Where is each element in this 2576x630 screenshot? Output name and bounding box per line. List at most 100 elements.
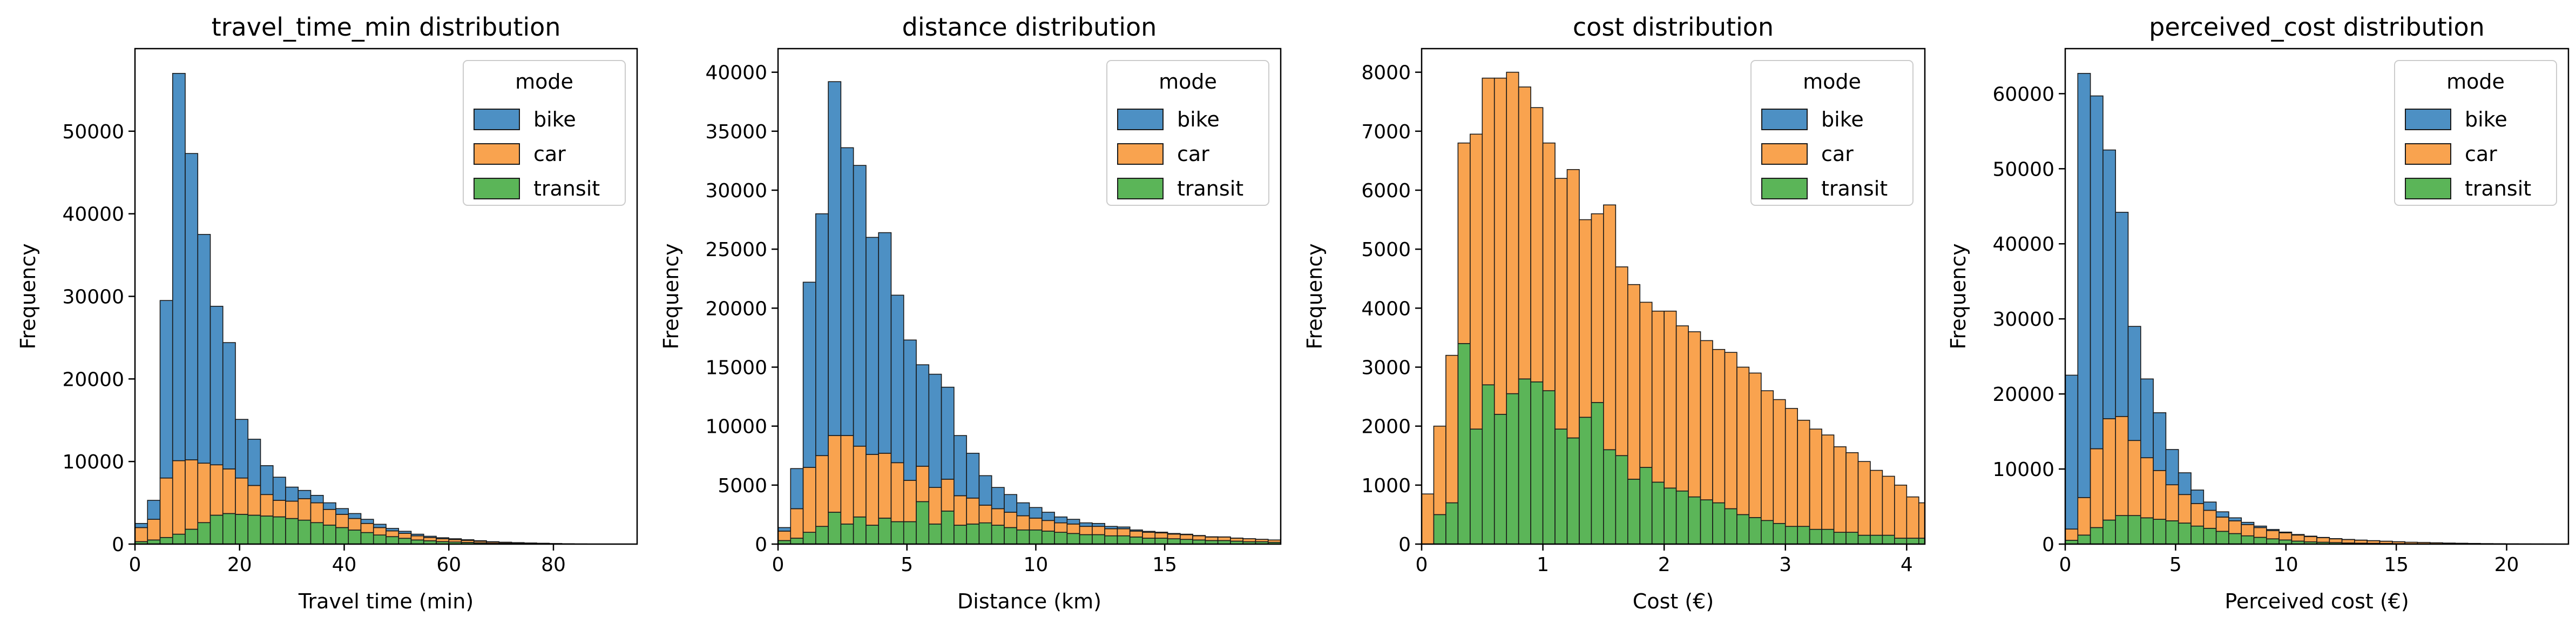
bar-car-0 (1422, 493, 1435, 544)
legend-swatch-bike (1761, 109, 1808, 130)
bar-car-1 (1433, 425, 1446, 515)
legend-box (1106, 60, 1269, 206)
bar-bike-32 (1180, 533, 1193, 535)
bar-bike-4 (185, 153, 199, 460)
bar-transit-7 (866, 525, 880, 544)
bar-transit-26 (1736, 514, 1750, 544)
y-tick-label: 10000 (705, 416, 767, 438)
y-tick-label: 5000 (718, 475, 767, 497)
bar-car-12 (1566, 169, 1580, 439)
bar-car-14 (310, 502, 324, 524)
bar-bike-3 (2102, 149, 2116, 419)
bar-transit-11 (1554, 428, 1568, 544)
bar-car-5 (1482, 77, 1495, 386)
legend-label-car: car (1177, 142, 1209, 166)
bar-bike-21 (1041, 512, 1055, 521)
bar-bike-19 (373, 524, 387, 528)
bar-bike-6 (2140, 378, 2154, 459)
bar-transit-14 (954, 525, 967, 544)
bar-transit-24 (1079, 534, 1093, 544)
bar-transit-36 (1857, 534, 1871, 544)
bar-bike-0 (2065, 374, 2079, 530)
bar-transit-5 (1482, 384, 1495, 544)
bar-transit-15 (1603, 449, 1617, 544)
bar-car-1 (147, 519, 161, 541)
bar-car-14 (954, 495, 967, 526)
bar-transit-23 (1066, 533, 1080, 544)
legend-box (463, 60, 626, 206)
bars (2065, 73, 2568, 544)
bar-car-16 (978, 505, 992, 524)
bar-transit-13 (941, 511, 955, 544)
bar-transit-26 (1104, 535, 1118, 544)
bar-bike-14 (2241, 521, 2255, 525)
y-tick-label: 15000 (705, 357, 767, 379)
chart-panel-3: 0 1 2 3 4 0 1000 2000 3000 4000 5000 6000 7000 8000 co… (1303, 12, 1926, 613)
bar-transit-10 (1542, 390, 1556, 544)
y-tick-label: 60000 (1992, 83, 2054, 105)
y-tick-label: 5000 (1361, 239, 1411, 261)
bar-car-18 (2291, 534, 2305, 542)
bar-car-13 (298, 498, 312, 521)
bar-transit-5 (197, 522, 211, 544)
bar-transit-30 (1154, 538, 1168, 544)
bar-transit-18 (1639, 467, 1653, 544)
bar-bike-25 (1092, 522, 1105, 527)
bar-bike-7 (866, 237, 880, 455)
bar-transit-12 (285, 518, 299, 544)
bar-transit-12 (1566, 437, 1580, 544)
legend: mode bike car transit (2394, 60, 2557, 206)
bar-car-3 (815, 455, 829, 527)
y-tick-label: 8000 (1361, 62, 1411, 84)
bar-bike-14 (954, 435, 967, 497)
bar-transit-34 (1833, 532, 1847, 544)
x-tick-label: 5 (2169, 554, 2182, 576)
legend-label-car: car (533, 142, 566, 166)
legend-label-transit: transit (533, 177, 600, 200)
bar-car-30 (1154, 532, 1168, 539)
bar-car-6 (853, 445, 867, 518)
bar-car-3 (2102, 418, 2116, 521)
bar-bike-13 (2228, 517, 2242, 521)
bar-car-7 (222, 468, 236, 514)
bar-transit-15 (966, 524, 980, 544)
bar-car-33 (1192, 535, 1206, 541)
bar-car-11 (916, 466, 930, 502)
bar-bike-19 (2303, 535, 2317, 537)
bar-car-24 (436, 538, 450, 542)
bar-transit-8 (878, 518, 892, 544)
bar-car-2 (2090, 448, 2104, 528)
bar-car-21 (1675, 325, 1689, 492)
y-tick-label: 20000 (705, 298, 767, 320)
bar-car-6 (1493, 77, 1507, 415)
bar-car-11 (2203, 510, 2217, 529)
bar-car-22 (2341, 539, 2355, 544)
legend-swatch-bike (474, 109, 520, 130)
bar-bike-9 (247, 439, 261, 486)
legend-label-bike: bike (1821, 108, 1864, 131)
bar-transit-2 (159, 537, 173, 544)
bar-car-15 (2253, 527, 2267, 538)
bar-car-34 (1205, 537, 1219, 541)
bar-car-4 (1470, 133, 1483, 430)
bar-car-7 (1506, 71, 1519, 394)
y-tick-label: 30000 (1992, 309, 2054, 331)
bar-car-19 (2303, 536, 2317, 542)
bar-car-4 (185, 459, 199, 530)
bar-car-7 (2153, 470, 2167, 520)
bar-transit-15 (2253, 537, 2267, 544)
bar-car-16 (1615, 266, 1628, 457)
bar-transit-15 (322, 525, 336, 544)
bar-car-24 (1712, 348, 1726, 504)
bar-car-32 (1809, 428, 1822, 530)
bar-car-28 (1761, 390, 1774, 521)
bar-transit-21 (1675, 490, 1689, 544)
x-tick-label: 40 (332, 554, 357, 576)
bar-car-35 (1845, 452, 1859, 533)
bar-car-3 (1457, 142, 1471, 344)
bar-transit-10 (2190, 525, 2205, 544)
chart-panel-4: 0 5 10 15 20 0 10000 20000 30000 40000 50000 60000 p… (1946, 12, 2570, 613)
bar-car-2 (159, 477, 173, 538)
axes-frame (1421, 48, 1926, 545)
bar-transit-19 (373, 534, 387, 544)
